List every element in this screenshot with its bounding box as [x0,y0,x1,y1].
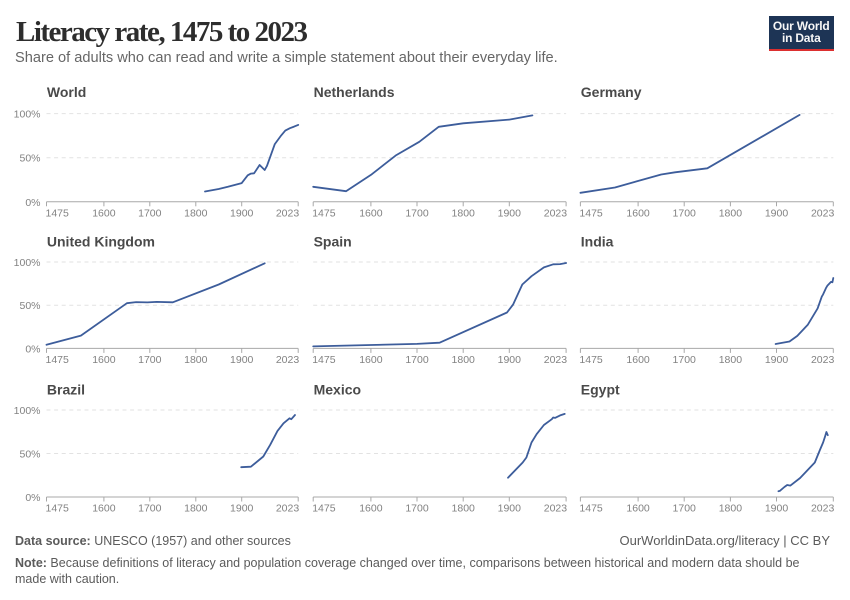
svg-text:1700: 1700 [405,207,429,219]
svg-text:50%: 50% [19,300,40,312]
svg-text:2023: 2023 [544,354,568,366]
svg-text:0%: 0% [25,197,40,209]
svg-text:2023: 2023 [811,354,835,366]
svg-text:1600: 1600 [359,354,383,366]
svg-text:1475: 1475 [46,502,70,514]
svg-text:1600: 1600 [626,354,650,366]
svg-text:Germany: Germany [581,84,642,100]
svg-text:0%: 0% [25,492,40,504]
svg-text:1700: 1700 [138,354,162,366]
svg-text:1475: 1475 [579,207,603,219]
svg-text:1900: 1900 [230,354,254,366]
svg-text:1475: 1475 [312,502,336,514]
svg-text:1700: 1700 [405,502,429,514]
svg-text:1700: 1700 [138,502,162,514]
svg-text:100%: 100% [14,405,41,417]
svg-text:1900: 1900 [230,502,254,514]
svg-text:1800: 1800 [719,502,743,514]
svg-text:1900: 1900 [230,207,254,219]
svg-text:1700: 1700 [138,207,162,219]
svg-text:1600: 1600 [626,207,650,219]
svg-text:1600: 1600 [92,354,116,366]
svg-text:1800: 1800 [452,207,476,219]
svg-text:50%: 50% [19,449,40,461]
svg-text:1900: 1900 [498,354,522,366]
svg-text:100%: 100% [14,257,41,269]
svg-text:1600: 1600 [359,502,383,514]
svg-text:1700: 1700 [405,354,429,366]
svg-text:1600: 1600 [359,207,383,219]
svg-text:2023: 2023 [276,207,300,219]
svg-text:1600: 1600 [92,207,116,219]
svg-text:1700: 1700 [673,502,697,514]
svg-text:1900: 1900 [498,502,522,514]
svg-text:United Kingdom: United Kingdom [47,234,155,250]
svg-text:World: World [47,84,86,100]
svg-text:100%: 100% [14,109,41,121]
svg-text:1900: 1900 [765,207,789,219]
svg-text:1475: 1475 [312,207,336,219]
svg-text:Spain: Spain [314,234,352,250]
svg-text:1475: 1475 [46,354,70,366]
svg-text:1800: 1800 [184,207,208,219]
svg-text:Mexico: Mexico [314,381,361,397]
svg-text:2023: 2023 [544,502,568,514]
svg-text:2023: 2023 [811,207,835,219]
svg-text:2023: 2023 [544,207,568,219]
svg-text:1800: 1800 [184,354,208,366]
svg-text:1900: 1900 [765,502,789,514]
svg-text:1700: 1700 [673,207,697,219]
svg-text:1475: 1475 [579,502,603,514]
svg-text:India: India [581,234,614,250]
svg-text:1475: 1475 [579,354,603,366]
svg-text:2023: 2023 [276,502,300,514]
svg-text:1800: 1800 [719,354,743,366]
svg-text:Egypt: Egypt [581,381,620,397]
svg-text:1900: 1900 [498,207,522,219]
svg-text:1700: 1700 [673,354,697,366]
svg-text:50%: 50% [19,153,40,165]
svg-text:1600: 1600 [92,502,116,514]
svg-text:0%: 0% [25,343,40,355]
svg-text:1600: 1600 [626,502,650,514]
svg-text:1475: 1475 [312,354,336,366]
svg-text:1800: 1800 [184,502,208,514]
svg-text:1900: 1900 [765,354,789,366]
svg-text:Brazil: Brazil [47,381,85,397]
svg-text:1800: 1800 [719,207,743,219]
svg-text:1475: 1475 [46,207,70,219]
svg-text:1800: 1800 [452,502,476,514]
svg-text:1800: 1800 [452,354,476,366]
svg-text:Netherlands: Netherlands [314,84,395,100]
svg-text:2023: 2023 [276,354,300,366]
svg-text:2023: 2023 [811,502,835,514]
